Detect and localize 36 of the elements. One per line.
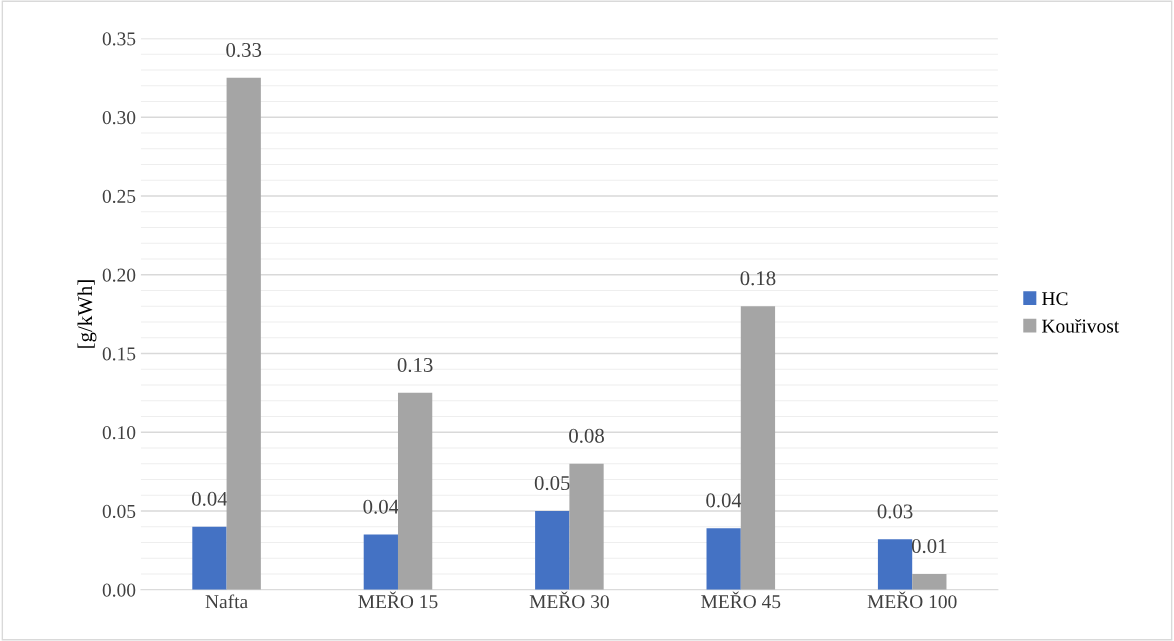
data-label: 0.13	[397, 357, 433, 373]
bar	[569, 463, 604, 590]
data-label: 0.05	[534, 476, 570, 491]
y-tick-label: 0.15	[102, 347, 136, 361]
y-tick-label: 0.35	[102, 32, 136, 46]
data-label: 0.04	[706, 493, 742, 508]
legend-label: HC	[1042, 292, 1068, 306]
bar	[397, 392, 433, 590]
bar	[706, 528, 741, 590]
bar	[877, 539, 913, 590]
x-tick-label: MEŘO 100	[867, 591, 957, 609]
data-label: 0.03	[877, 504, 913, 519]
data-label: 0.33	[226, 42, 262, 58]
y-tick-label: 0.20	[102, 268, 136, 282]
x-tick-label: MEŘO 45	[701, 591, 781, 609]
bar	[535, 510, 570, 590]
data-label: 0.08	[569, 428, 604, 443]
y-axis-title: [g/kWh]	[77, 280, 97, 348]
y-tick-label: 0.00	[102, 583, 136, 597]
y-tick-label: 0.05	[102, 504, 136, 518]
data-label: 0.04	[192, 491, 228, 506]
bar	[363, 534, 398, 590]
data-label: 0.18	[740, 271, 776, 286]
bar	[740, 306, 776, 590]
y-tick-label: 0.10	[102, 426, 136, 440]
bar	[226, 77, 261, 590]
bar	[912, 573, 947, 590]
x-tick-label: MEŘO 15	[358, 591, 438, 609]
y-tick-label: 0.30	[102, 111, 136, 125]
bar	[192, 526, 227, 590]
x-tick-label: Nafta	[205, 594, 248, 609]
y-tick-label: 0.25	[102, 189, 136, 203]
data-label: 0.04	[363, 499, 399, 514]
legend-label: Kouřivost	[1042, 318, 1120, 333]
data-label: 0.01	[911, 539, 947, 554]
x-tick-label: MEŘO 30	[529, 591, 609, 609]
